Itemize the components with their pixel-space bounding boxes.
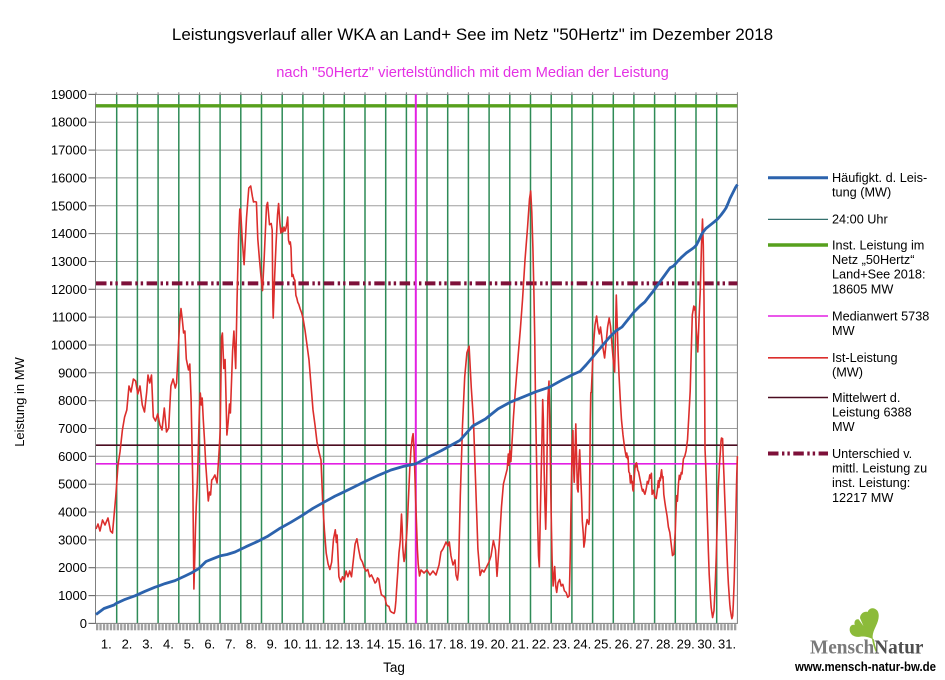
svg-text:6000: 6000 bbox=[58, 449, 87, 464]
svg-text:3.: 3. bbox=[142, 637, 153, 652]
svg-text:Ist-Leistung: Ist-Leistung bbox=[832, 351, 898, 365]
svg-text:18000: 18000 bbox=[51, 115, 87, 130]
svg-text:15.: 15. bbox=[387, 637, 405, 652]
svg-text:2.: 2. bbox=[122, 637, 133, 652]
svg-text:23.: 23. bbox=[552, 637, 570, 652]
svg-text:Leistung 6388: Leistung 6388 bbox=[832, 406, 912, 420]
svg-text:7.: 7. bbox=[225, 637, 236, 652]
svg-text:(MW): (MW) bbox=[832, 366, 863, 380]
svg-text:19.: 19. bbox=[470, 637, 488, 652]
svg-text:Netz „50Hertz“: Netz „50Hertz“ bbox=[832, 253, 915, 267]
svg-text:30.: 30. bbox=[697, 637, 715, 652]
svg-text:1000: 1000 bbox=[58, 588, 87, 603]
svg-text:4.: 4. bbox=[163, 637, 174, 652]
svg-text:14000: 14000 bbox=[51, 226, 87, 241]
svg-text:Leistung in MW: Leistung in MW bbox=[12, 356, 27, 446]
svg-text:MenschNatur: MenschNatur bbox=[810, 638, 924, 659]
svg-text:8.: 8. bbox=[246, 637, 257, 652]
svg-text:15000: 15000 bbox=[51, 198, 87, 213]
svg-text:27.: 27. bbox=[635, 637, 653, 652]
svg-text:22.: 22. bbox=[532, 637, 550, 652]
svg-text:12217 MW: 12217 MW bbox=[832, 491, 893, 505]
svg-text:11000: 11000 bbox=[52, 310, 87, 325]
svg-text:20.: 20. bbox=[490, 637, 508, 652]
svg-text:9000: 9000 bbox=[58, 365, 87, 380]
svg-text:16.: 16. bbox=[408, 637, 426, 652]
svg-text:4000: 4000 bbox=[58, 505, 87, 520]
svg-text:10.: 10. bbox=[284, 637, 302, 652]
svg-text:17.: 17. bbox=[428, 637, 446, 652]
svg-text:www.mensch-natur-bw.de: www.mensch-natur-bw.de bbox=[794, 660, 936, 674]
svg-text:Mittelwert d.: Mittelwert d. bbox=[832, 391, 900, 405]
svg-text:tung (MW): tung (MW) bbox=[832, 186, 891, 200]
svg-text:25.: 25. bbox=[594, 637, 612, 652]
svg-text:28.: 28. bbox=[656, 637, 674, 652]
svg-text:8000: 8000 bbox=[58, 393, 87, 408]
svg-text:2000: 2000 bbox=[58, 560, 87, 575]
svg-text:21.: 21. bbox=[511, 637, 529, 652]
svg-text:31.: 31. bbox=[718, 637, 736, 652]
svg-text:6.: 6. bbox=[204, 637, 215, 652]
svg-text:29.: 29. bbox=[677, 637, 695, 652]
svg-text:24.: 24. bbox=[573, 637, 591, 652]
svg-text:19000: 19000 bbox=[51, 87, 87, 102]
svg-text:5000: 5000 bbox=[58, 477, 87, 492]
svg-text:9.: 9. bbox=[266, 637, 277, 652]
svg-text:mittl. Leistung zu: mittl. Leistung zu bbox=[832, 462, 927, 476]
svg-text:3000: 3000 bbox=[58, 532, 87, 547]
svg-text:Tag: Tag bbox=[383, 660, 405, 675]
svg-text:18605 MW: 18605 MW bbox=[832, 282, 893, 296]
svg-text:14.: 14. bbox=[366, 637, 384, 652]
svg-text:13.: 13. bbox=[346, 637, 364, 652]
svg-text:inst. Leistung:: inst. Leistung: bbox=[832, 476, 910, 490]
svg-text:16000: 16000 bbox=[51, 170, 87, 185]
svg-text:12000: 12000 bbox=[51, 282, 87, 297]
svg-text:18.: 18. bbox=[449, 637, 467, 652]
svg-text:26.: 26. bbox=[615, 637, 633, 652]
svg-text:1.: 1. bbox=[101, 637, 112, 652]
svg-text:17000: 17000 bbox=[51, 143, 87, 158]
svg-text:Inst. Leistung im: Inst. Leistung im bbox=[832, 239, 924, 253]
svg-text:Unterschied v.: Unterschied v. bbox=[832, 447, 912, 461]
svg-text:24:00 Uhr: 24:00 Uhr bbox=[832, 213, 888, 227]
svg-text:0: 0 bbox=[80, 616, 87, 631]
svg-text:10000: 10000 bbox=[51, 338, 87, 353]
svg-text:11.: 11. bbox=[305, 637, 322, 652]
svg-text:13000: 13000 bbox=[51, 254, 87, 269]
svg-text:MW: MW bbox=[832, 324, 855, 338]
svg-text:5.: 5. bbox=[184, 637, 195, 652]
svg-text:MW: MW bbox=[832, 420, 855, 434]
svg-text:Häufigkt. d. Leis-: Häufigkt. d. Leis- bbox=[832, 171, 927, 185]
svg-text:7000: 7000 bbox=[58, 421, 87, 436]
svg-text:12.: 12. bbox=[325, 637, 343, 652]
svg-text:Medianwert 5738: Medianwert 5738 bbox=[832, 310, 929, 324]
svg-text:Land+See 2018:: Land+See 2018: bbox=[832, 268, 925, 282]
